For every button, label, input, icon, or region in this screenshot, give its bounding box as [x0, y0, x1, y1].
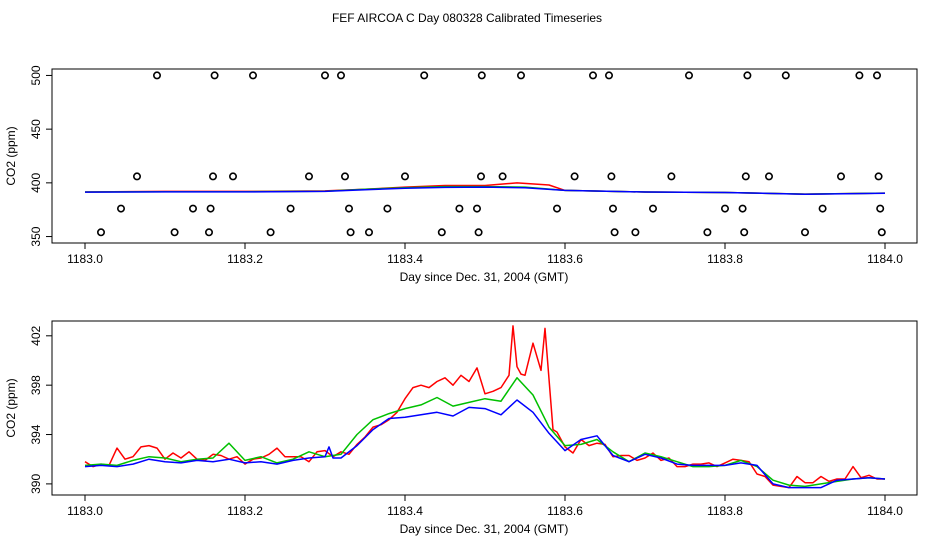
- marker-point: [455, 204, 464, 213]
- marker-point: [648, 204, 657, 213]
- marker-point: [588, 71, 597, 80]
- bottom-plot: CO2 (ppm) Day since Dec. 31, 2004 (GMT) …: [4, 320, 918, 536]
- x-tick-label: 1183.2: [227, 252, 263, 266]
- plot-frame: [51, 320, 918, 496]
- y-axis-label-wrap: CO2 (ppm): [4, 126, 18, 185]
- marker-point: [364, 228, 373, 237]
- marker-point: [608, 204, 617, 213]
- y-tick-label: 390: [29, 474, 43, 494]
- marker-point: [266, 228, 275, 237]
- marker-point: [400, 172, 409, 181]
- plot-frame: [51, 68, 918, 244]
- y-tick-label: 400: [29, 173, 43, 193]
- marker-point: [189, 204, 198, 213]
- marker-point: [876, 204, 885, 213]
- marker-point: [249, 71, 258, 80]
- y-tick-label: 402: [29, 325, 43, 345]
- y-tick-label: 398: [29, 375, 43, 395]
- y-tick-label: 394: [29, 424, 43, 444]
- marker-point: [607, 172, 616, 181]
- x-axis-label: Day since Dec. 31, 2004 (GMT): [400, 522, 569, 536]
- marker-point: [477, 71, 486, 80]
- y-axis-label-wrap: CO2 (ppm): [4, 378, 18, 437]
- x-tick-label: 1183.4: [387, 504, 423, 518]
- marker-point: [206, 204, 215, 213]
- marker-point: [209, 172, 218, 181]
- marker-point: [570, 172, 579, 181]
- marker-point: [703, 228, 712, 237]
- marker-point: [818, 204, 827, 213]
- marker-point: [516, 71, 525, 80]
- marker-point: [153, 71, 162, 80]
- y-tick-label: 350: [29, 226, 43, 246]
- marker-point: [97, 228, 106, 237]
- marker-point: [781, 71, 790, 80]
- marker-point: [117, 204, 126, 213]
- marker-point: [437, 228, 446, 237]
- marker-point: [340, 172, 349, 181]
- marker-point: [800, 228, 809, 237]
- marker-point: [684, 71, 693, 80]
- marker-point: [741, 172, 750, 181]
- marker-point: [631, 228, 640, 237]
- marker-point: [720, 204, 729, 213]
- y-tick-label: 450: [29, 119, 43, 139]
- marker-point: [420, 71, 429, 80]
- marker-point: [740, 228, 749, 237]
- marker-point: [346, 228, 355, 237]
- series-line-0: [84, 325, 885, 489]
- marker-point: [304, 172, 313, 181]
- marker-point: [476, 172, 485, 181]
- y-axis-label: CO2 (ppm): [4, 378, 18, 437]
- marker-point: [474, 228, 483, 237]
- marker-point: [552, 204, 561, 213]
- figure-title: FEF AIRCOA C Day 080328 Calibrated Times…: [332, 11, 602, 25]
- x-tick-label: 1183.0: [67, 504, 103, 518]
- x-tick-label: 1183.8: [707, 504, 743, 518]
- marker-point: [604, 71, 613, 80]
- marker-point: [743, 71, 752, 80]
- x-axis-label: Day since Dec. 31, 2004 (GMT): [400, 270, 569, 284]
- x-tick-label: 1183.2: [227, 504, 263, 518]
- marker-point: [872, 71, 881, 80]
- x-tick-label: 1184.0: [867, 252, 903, 266]
- marker-point: [498, 172, 507, 181]
- y-axis-label: CO2 (ppm): [4, 126, 18, 185]
- x-tick-label: 1184.0: [867, 504, 903, 518]
- marker-point: [344, 204, 353, 213]
- marker-point: [874, 172, 883, 181]
- marker-point: [336, 71, 345, 80]
- marker-point: [877, 228, 886, 237]
- x-tick-label: 1183.6: [547, 504, 583, 518]
- marker-point: [170, 228, 179, 237]
- marker-point: [472, 204, 481, 213]
- marker-point: [667, 172, 676, 181]
- series-line-2: [84, 399, 886, 489]
- top-plot: CO2 (ppm) Day since Dec. 31, 2004 (GMT) …: [4, 65, 918, 284]
- marker-point: [855, 71, 864, 80]
- marker-point: [210, 71, 219, 80]
- x-tick-label: 1183.8: [707, 252, 743, 266]
- marker-point: [836, 172, 845, 181]
- series-line-2: [84, 186, 886, 195]
- y-tick-label: 500: [29, 65, 43, 85]
- marker-point: [205, 228, 214, 237]
- x-tick-label: 1183.0: [67, 252, 103, 266]
- x-tick-label: 1183.6: [547, 252, 583, 266]
- marker-point: [320, 71, 329, 80]
- marker-point: [383, 204, 392, 213]
- x-tick-label: 1183.4: [387, 252, 423, 266]
- marker-point: [610, 228, 619, 237]
- marker-point: [133, 172, 142, 181]
- marker-point: [764, 172, 773, 181]
- marker-point: [229, 172, 238, 181]
- marker-point: [286, 204, 295, 213]
- marker-point: [738, 204, 747, 213]
